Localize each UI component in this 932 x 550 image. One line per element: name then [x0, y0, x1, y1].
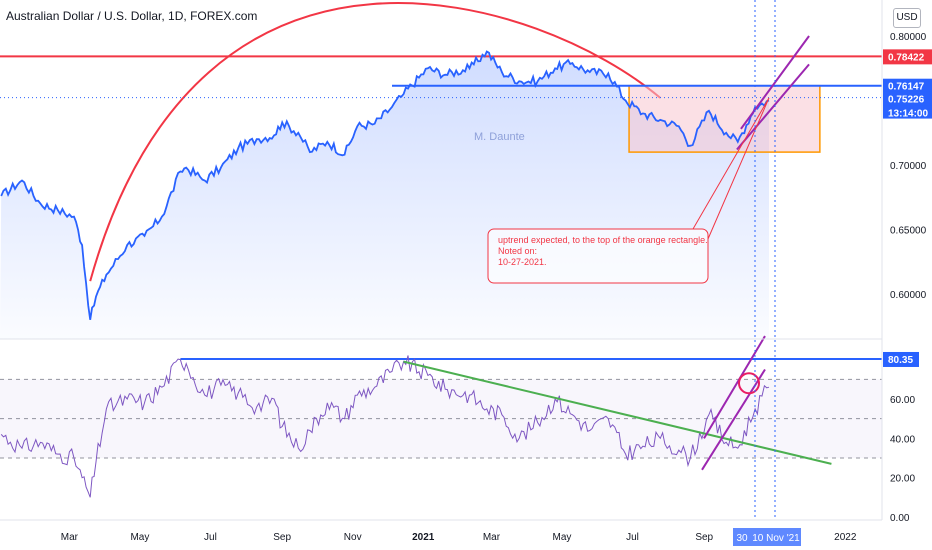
time-tick-10: 2022 [834, 532, 857, 543]
last-price-label-bg [883, 91, 932, 107]
time-tick-8: Jul [626, 532, 639, 543]
resistance-price-label-bg [883, 49, 932, 65]
resistance-price-label: 0.78422 [888, 52, 925, 63]
rsi-trendline [403, 360, 832, 465]
annotation-text-1: Noted on: [498, 246, 537, 256]
rsi-tick-20.00: 20.00 [890, 474, 915, 485]
time-tick-6: Mar [483, 532, 501, 543]
time-tick-5: 2021 [412, 532, 435, 543]
price-tick-0.65000: 0.65000 [890, 226, 927, 237]
support-price-label-bg [883, 78, 932, 94]
channel-lower [736, 63, 810, 151]
time-tick-2: Jul [204, 532, 217, 543]
rsi-tick-60.00: 60.00 [890, 395, 915, 406]
rsi-channel-upper [703, 335, 766, 439]
rsi-line [0, 355, 770, 498]
rsi-tick-40.00: 40.00 [890, 434, 915, 445]
rsi-max-label-bg [883, 351, 919, 367]
annotation-box [487, 228, 709, 284]
time-highlight-1: 30 [736, 533, 748, 544]
countdown-label: 13:14:00 [888, 109, 928, 120]
time-tick-7: May [553, 532, 572, 543]
last-price-label: 0.75226 [888, 95, 925, 106]
annotation-text-0: uptrend expected, to the top of the oran… [498, 235, 708, 245]
time-highlight-1-bg [733, 528, 751, 546]
time-tick-3: Sep [273, 532, 291, 543]
rsi-tick-0.00: 0.00 [890, 513, 910, 524]
target-rectangle [628, 84, 821, 153]
annotation-text-2: 10-27-2021. [498, 257, 547, 267]
rsi-max-label: 80.35 [888, 355, 913, 366]
time-tick-4: Nov [344, 532, 362, 543]
symbol-title: Australian Dollar / U.S. Dollar, 1D, FOR… [6, 9, 258, 23]
watermark: M. Daunte [474, 131, 525, 143]
time-highlight-2: 10 Nov '21 [752, 533, 800, 544]
arc-curve [89, 2, 661, 282]
support-price-label: 0.76147 [888, 82, 925, 93]
time-tick-1: May [130, 532, 149, 543]
overlay-layer [754, 0, 776, 520]
price-tick-0.60000: 0.60000 [890, 290, 927, 301]
channel-upper [740, 35, 810, 130]
countdown-label-bg [883, 105, 932, 119]
rsi-pane [0, 335, 882, 498]
price-tick-0.70000: 0.70000 [890, 161, 927, 172]
currency-button[interactable]: USD [893, 8, 921, 28]
time-tick-0: Mar [61, 532, 79, 543]
price-line [0, 50, 770, 320]
price-tick-0.80000: 0.80000 [890, 32, 927, 43]
annotation-pointer [692, 97, 770, 240]
rsi-highlight-circle [738, 372, 760, 395]
price-pane: uptrend expected, to the top of the oran… [0, 2, 882, 339]
time-highlight-2-bg [751, 528, 801, 546]
time-tick-9: Sep [695, 532, 713, 543]
